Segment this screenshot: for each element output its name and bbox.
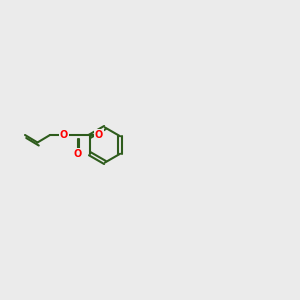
Text: O: O xyxy=(94,130,103,140)
Text: O: O xyxy=(60,130,68,140)
Text: O: O xyxy=(74,149,82,159)
